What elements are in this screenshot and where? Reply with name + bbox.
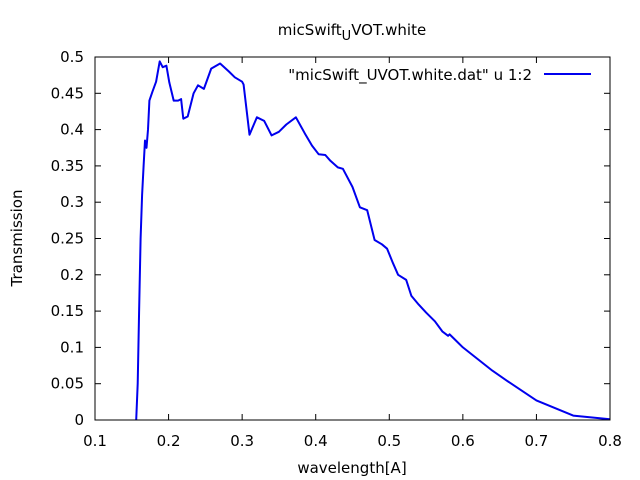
- chart-title-rest: VOT.white: [351, 21, 426, 39]
- y-tick-label: 0.5: [60, 48, 84, 66]
- y-tick-label: 0.3: [60, 193, 84, 211]
- y-axis-title: Transmission: [8, 190, 26, 288]
- x-tick-label: 0.1: [83, 432, 107, 450]
- y-tick-label: 0.45: [51, 84, 84, 102]
- series-line: [135, 60, 611, 421]
- x-tick-label: 0.5: [377, 432, 401, 450]
- y-tick-label: 0.25: [51, 230, 84, 248]
- y-tick-label: 0: [74, 411, 84, 429]
- y-tick-label: 0.2: [60, 266, 84, 284]
- y-tick-label: 0.15: [51, 302, 84, 320]
- plot-frame: [94, 56, 611, 421]
- y-tick-label: 0.4: [60, 121, 84, 139]
- x-axis-title: wavelength[A]: [297, 459, 406, 477]
- y-tick-label: 0.05: [51, 375, 84, 393]
- x-tick-label: 0.4: [304, 432, 328, 450]
- x-tick-label: 0.7: [524, 432, 548, 450]
- x-tick-label: 0.3: [230, 432, 254, 450]
- x-tick-label: 0.8: [598, 432, 622, 450]
- axes: 0.1 0.2 0.3 0.4 0.5 0.6 0.7 0.8 0 0.05 0.1 0.15 0.2 0…: [51, 48, 622, 450]
- y-tick-label: 0.35: [51, 157, 84, 175]
- y-tick-label: 0.1: [60, 338, 84, 356]
- x-tick-label: 0.2: [157, 432, 181, 450]
- chart-title-subscript: U: [342, 29, 352, 44]
- legend: "micSwift_UVOT.white.dat" u 1:2: [288, 66, 591, 85]
- x-tick-label: 0.6: [451, 432, 475, 450]
- chart-title-main: micSwift: [278, 21, 342, 39]
- chart-title: micSwiftUVOT.white: [278, 21, 426, 44]
- legend-label: "micSwift_UVOT.white.dat" u 1:2: [288, 66, 532, 85]
